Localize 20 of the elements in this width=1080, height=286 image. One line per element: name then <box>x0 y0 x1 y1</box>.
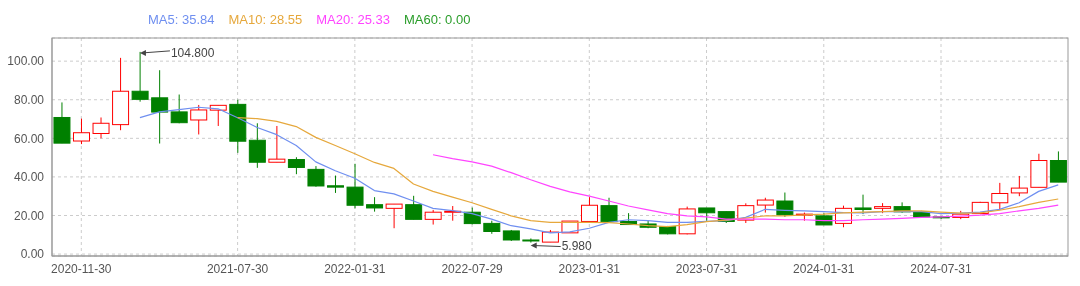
x-tick-label: 2023-07-31 <box>675 261 738 276</box>
text: MA5: 35.84 <box>148 11 215 27</box>
x-tick-label: 2022-01-31 <box>324 261 386 276</box>
x-tick-label: 2021-07-30 <box>206 261 269 276</box>
y-tick-label: 60.00 <box>13 131 45 146</box>
x-tick-label: 2024-01-31 <box>793 261 855 276</box>
annotation: 5.980 <box>561 238 593 253</box>
text: MA20: 25.33 <box>316 11 390 27</box>
x-tick-label: 2024-07-31 <box>910 261 973 276</box>
y-tick-label: 40.00 <box>13 170 45 185</box>
y-tick-label: 20.00 <box>13 208 45 223</box>
annotation: 104.800 <box>170 45 215 60</box>
legend-label: MA60: 0.00 <box>403 11 471 27</box>
x-tick-label: 2022-07-29 <box>441 261 504 276</box>
y-tick-label: 80.00 <box>13 92 45 107</box>
y-tick-label: 0.00 <box>20 247 45 262</box>
x-tick-label: 2020-11-30 <box>51 261 112 276</box>
x-tick-label: 2023-01-31 <box>558 261 621 276</box>
text: MA10: 28.55 <box>228 11 303 27</box>
y-tick-label: 100.00 <box>7 54 45 69</box>
